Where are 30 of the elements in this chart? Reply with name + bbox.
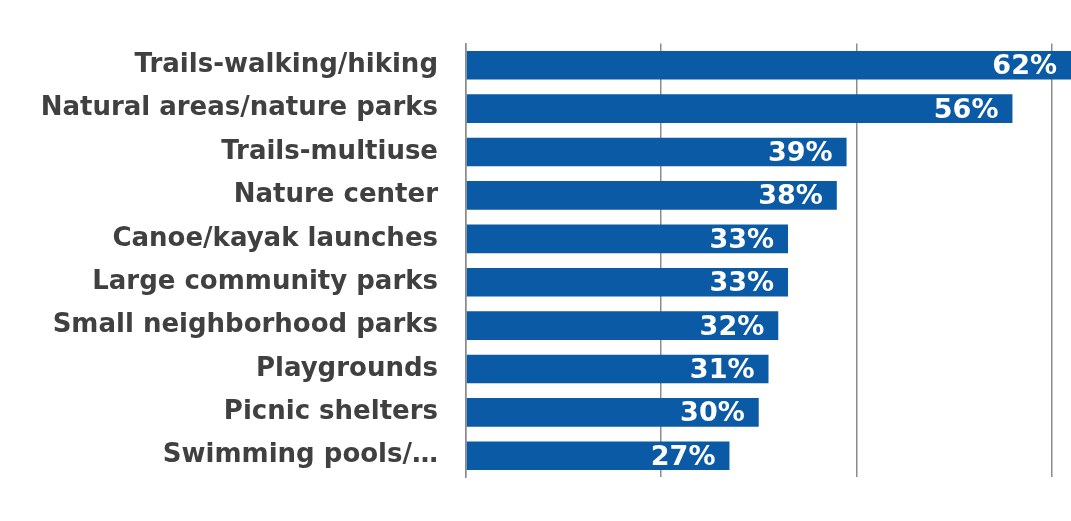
y-tick-label: Trails-multiuse [221,134,438,165]
bar [466,94,1013,123]
y-tick-label: Swimming pools/… [162,438,438,469]
y-tick-label: Canoe/kayak launches [112,221,438,252]
y-tick-label: Playgrounds [255,351,438,382]
y-tick-label: Trails-walking/hiking [134,48,438,79]
data-label: 62% [992,49,1057,81]
bar [466,137,847,167]
bar [466,267,789,297]
bar [466,181,837,210]
y-tick-label: Nature center [233,178,439,209]
bar [466,311,779,340]
data-label: 30% [680,396,745,428]
data-label: 33% [709,266,775,298]
bar [466,50,1071,80]
bar [466,224,789,254]
data-label: 39% [767,136,833,168]
y-tick-label: Large community parks [92,264,438,295]
y-tick-label: Natural areas/nature parks [40,91,438,122]
data-label: 56% [933,92,999,124]
data-label: 33% [709,222,775,254]
data-label: 27% [650,439,716,471]
data-label: 31% [689,352,755,384]
bar [466,398,759,427]
data-label: 38% [758,179,823,211]
y-tick-label: Small neighborhood parks [52,308,438,339]
bar [466,441,730,471]
bar [466,354,769,384]
y-tick-label: Picnic shelters [223,395,438,426]
data-label: 32% [699,309,765,341]
